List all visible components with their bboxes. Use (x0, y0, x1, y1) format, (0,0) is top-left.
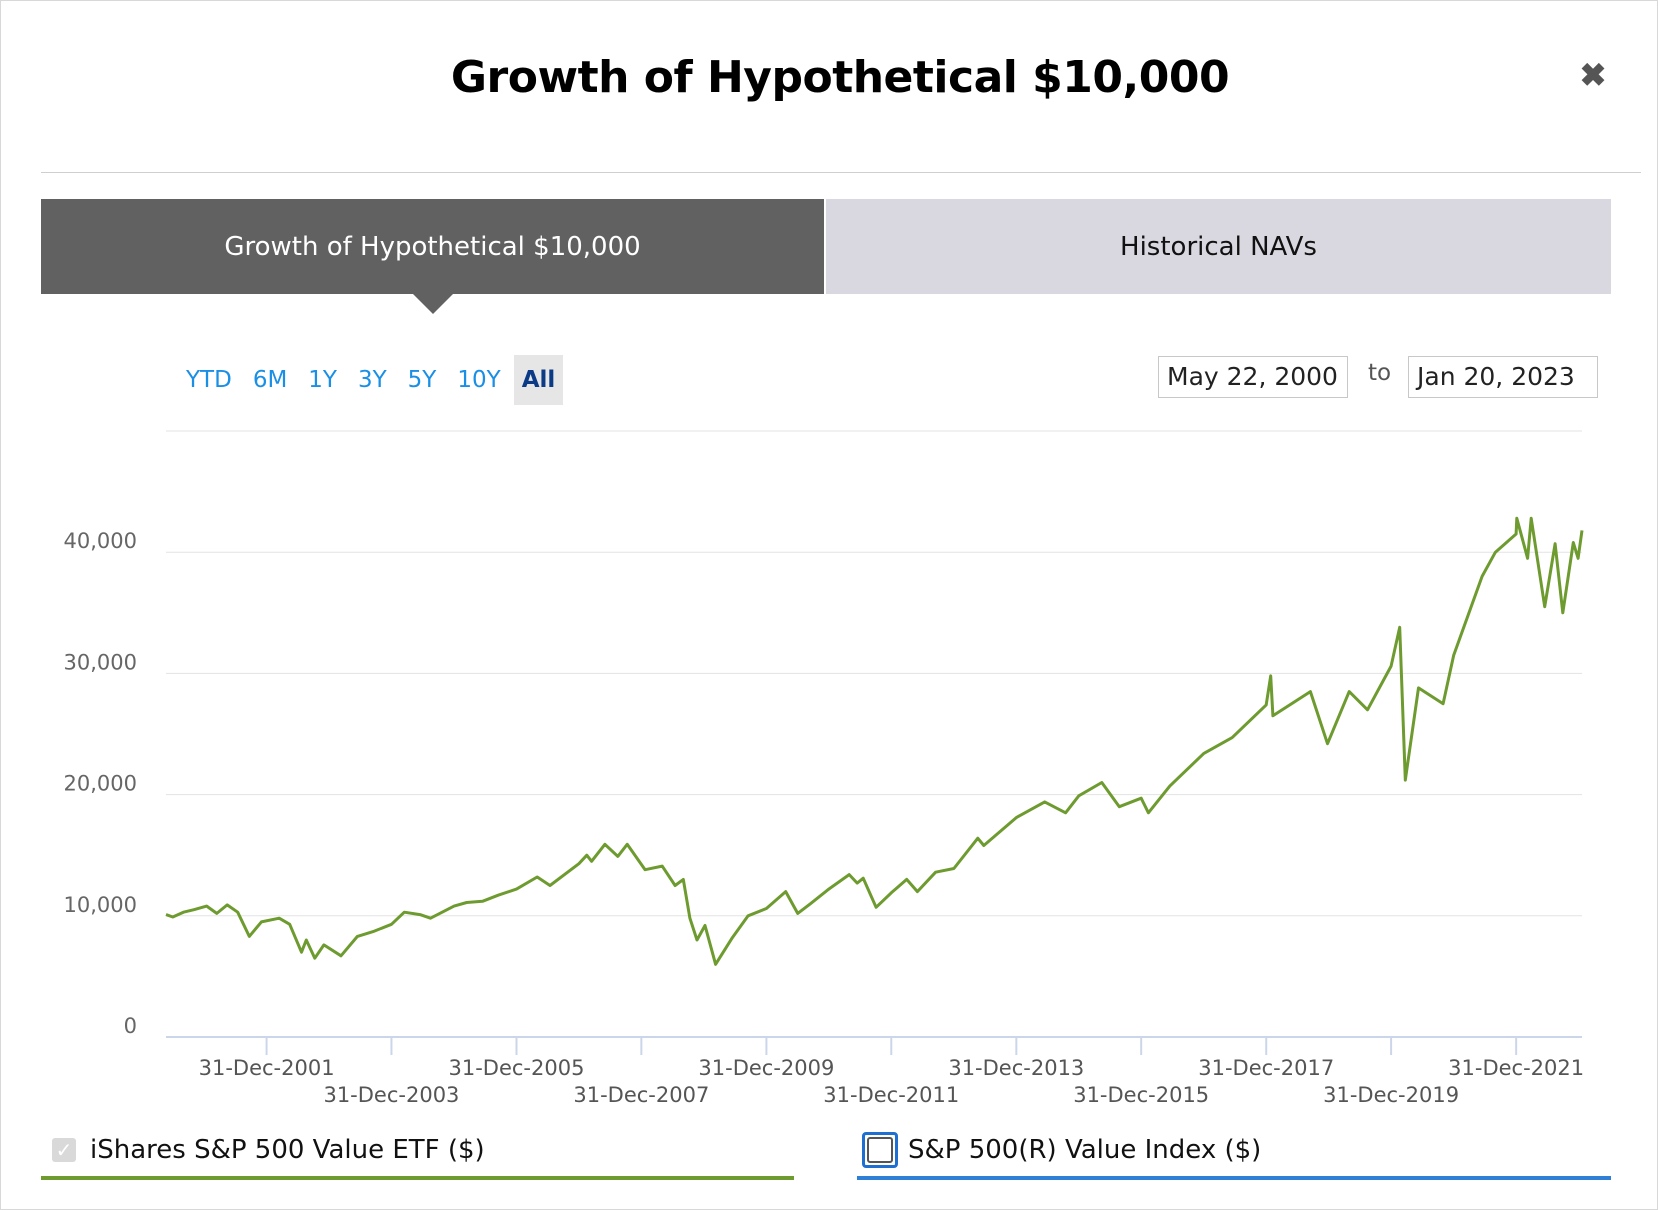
x-tick-label: 31-Dec-2021 (1448, 1056, 1584, 1080)
range-3y-button[interactable]: 3Y (357, 367, 387, 393)
legend-label-ishares: iShares S&P 500 Value ETF ($) (90, 1135, 485, 1165)
x-tick-label: 31-Dec-2015 (1073, 1083, 1209, 1107)
range-ytd-button[interactable]: YTD (186, 367, 232, 393)
close-icon[interactable]: ✖ (1579, 57, 1607, 93)
x-tick-label: 31-Dec-2017 (1198, 1056, 1334, 1080)
x-tick-label: 31-Dec-2003 (323, 1083, 459, 1107)
growth-line-chart: 0 10,000 20,000 30,000 40,000 31-Dec-2001 31-D… (64, 430, 1584, 1107)
x-tick-label: 31-Dec-2019 (1323, 1083, 1459, 1107)
start-date-input[interactable]: May 22, 2000 (1158, 356, 1348, 398)
range-10y-button[interactable]: 10Y (457, 367, 501, 393)
legend-underline-index (857, 1176, 1611, 1180)
active-tab-caret (413, 294, 453, 314)
title-divider (41, 172, 1641, 173)
range-6m-button[interactable]: 6M (252, 367, 288, 393)
date-separator: to (1368, 360, 1392, 386)
legend-item-ishares[interactable]: ✓ iShares S&P 500 Value ETF ($) (52, 1128, 485, 1172)
x-tick-label: 31-Dec-2009 (698, 1056, 834, 1080)
series-line-ishares (165, 516, 1584, 966)
range-1y-button[interactable]: 1Y (308, 367, 337, 393)
checkbox-unchecked-icon[interactable] (862, 1132, 898, 1168)
range-selector: YTD 6M 1Y 3Y 5Y 10Y All (178, 355, 568, 405)
x-tick-label: 31-Dec-2005 (449, 1056, 585, 1080)
modal-title: Growth of Hypothetical $10,000 (450, 52, 1230, 103)
y-tick-label: 10,000 (64, 893, 137, 917)
y-tick-label: 30,000 (64, 650, 137, 674)
x-tick-label: 31-Dec-2001 (199, 1056, 335, 1080)
legend-underline-ishares (41, 1176, 794, 1180)
tab-historical-navs[interactable]: Historical NAVs (826, 199, 1611, 294)
x-tick-label: 31-Dec-2013 (948, 1056, 1084, 1080)
tab-growth[interactable]: Growth of Hypothetical $10,000 (41, 199, 824, 294)
legend-item-index[interactable]: S&P 500(R) Value Index ($) (862, 1128, 1261, 1172)
range-all-button[interactable]: All (513, 355, 564, 405)
y-tick-label: 0 (124, 1014, 137, 1038)
end-date-input[interactable]: Jan 20, 2023 (1408, 356, 1598, 398)
range-5y-button[interactable]: 5Y (407, 367, 437, 393)
x-tick-label: 31-Dec-2007 (573, 1083, 709, 1107)
legend-label-index: S&P 500(R) Value Index ($) (908, 1135, 1262, 1165)
y-tick-label: 20,000 (64, 772, 137, 796)
x-tick-label: 31-Dec-2011 (823, 1083, 959, 1107)
checkbox-checked-icon[interactable]: ✓ (52, 1138, 76, 1162)
y-tick-label: 40,000 (64, 529, 137, 553)
